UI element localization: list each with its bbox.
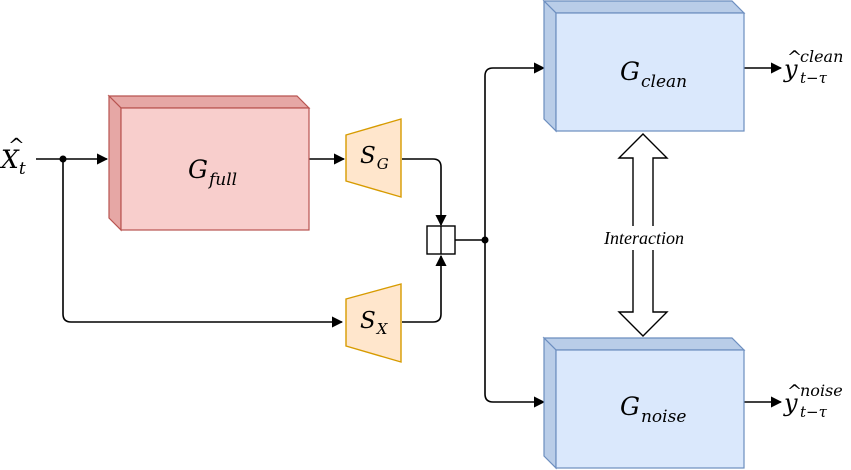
s-x-label: SX [360,308,389,338]
output-clean-sup: clean [800,47,843,66]
interaction-arrow: Interaction [596,133,692,337]
output-clean-sub: t−τ [800,69,828,87]
output-noise-label: y ^ noise t−τ [783,381,843,421]
g-clean-block: Gclean [542,0,746,133]
g-clean-label: Gclean [620,57,687,92]
g-full-block: Gfull [107,94,311,232]
interaction-label: Interaction [603,228,684,248]
svg-text:Xt: Xt [0,145,26,179]
g-noise-block: Gnoise [542,336,746,470]
junction-dot-branch [481,236,489,244]
svg-text:y: y [783,389,798,417]
g-noise-label: Gnoise [620,392,686,427]
concat-node [426,225,456,255]
s-g-encoder: SG [345,118,402,198]
input-label: Xt ^ [0,133,26,179]
junction-dot-input [59,155,67,163]
output-noise-sup: noise [800,381,843,400]
output-clean-label: y ^ clean t−τ [783,47,843,87]
edges [36,62,783,408]
edge-sg-to-concat [402,158,447,227]
svg-text:y: y [783,55,798,83]
output-noise-sub: t−τ [800,403,828,421]
edge-sx-to-concat [402,254,447,323]
output-clean-hat: ^ [787,47,802,68]
s-g-label: SG [360,143,389,173]
edge-branch-to-gclean [484,62,546,240]
input-hat: ^ [8,133,25,157]
edge-branch-to-gnoise [484,240,546,408]
s-x-encoder: SX [345,283,402,363]
output-noise-hat: ^ [787,381,802,402]
edge-input-to-sx [62,159,344,328]
g-full-label: Gfull [188,155,237,190]
